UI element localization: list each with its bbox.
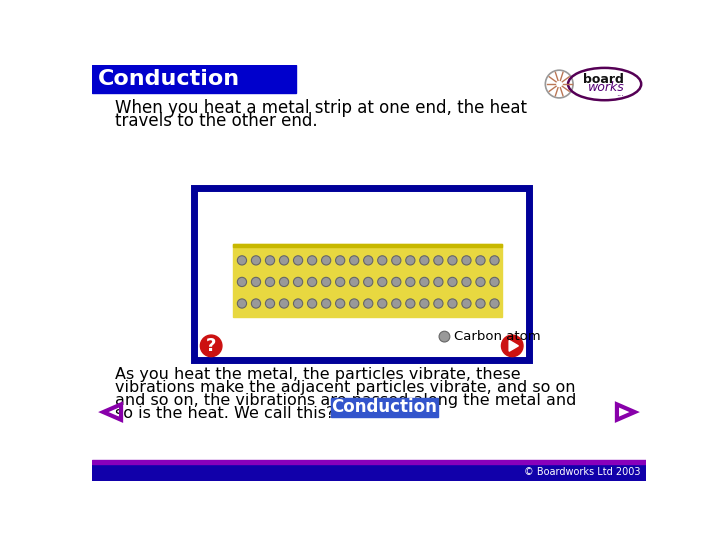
Circle shape (476, 256, 485, 265)
Text: Carbon atom: Carbon atom (454, 330, 540, 343)
Circle shape (251, 256, 261, 265)
Circle shape (364, 256, 373, 265)
Bar (194, 188, 529, 360)
Circle shape (251, 278, 261, 287)
Bar (92, 65, 296, 92)
Text: travels to the other end.: travels to the other end. (115, 112, 318, 130)
Circle shape (238, 299, 246, 308)
Text: When you heat a metal strip at one end, the heat: When you heat a metal strip at one end, … (115, 99, 527, 117)
Circle shape (294, 256, 302, 265)
Circle shape (378, 299, 387, 308)
Circle shape (279, 278, 289, 287)
Circle shape (322, 299, 330, 308)
Circle shape (405, 256, 415, 265)
Circle shape (307, 256, 317, 265)
Circle shape (392, 299, 401, 308)
Text: works: works (588, 82, 624, 94)
Circle shape (433, 278, 443, 287)
Text: vibrations make the adjacent particles vibrate, and so on: vibrations make the adjacent particles v… (115, 380, 575, 395)
Circle shape (322, 256, 330, 265)
Circle shape (266, 278, 274, 287)
Circle shape (490, 299, 499, 308)
Circle shape (433, 299, 443, 308)
Text: so is the heat. We call this?: so is the heat. We call this? (115, 406, 334, 421)
Bar (92, 464, 647, 481)
Circle shape (350, 278, 359, 287)
Circle shape (279, 256, 289, 265)
Circle shape (378, 256, 387, 265)
Bar (194, 188, 529, 360)
Circle shape (336, 256, 345, 265)
Circle shape (392, 256, 401, 265)
Circle shape (266, 256, 274, 265)
Circle shape (448, 256, 457, 265)
Circle shape (364, 299, 373, 308)
Circle shape (307, 278, 317, 287)
Text: Conduction: Conduction (331, 399, 437, 416)
Circle shape (405, 299, 415, 308)
Text: ...: ... (616, 89, 624, 98)
Text: © Boardworks Ltd 2003: © Boardworks Ltd 2003 (523, 467, 640, 477)
Circle shape (439, 331, 450, 342)
Circle shape (307, 299, 317, 308)
Bar (330, 398, 438, 417)
Circle shape (251, 299, 261, 308)
Text: board: board (582, 73, 624, 86)
Circle shape (392, 278, 401, 287)
Bar (233, 244, 503, 247)
Circle shape (350, 299, 359, 308)
Circle shape (501, 335, 523, 356)
Circle shape (336, 299, 345, 308)
Circle shape (238, 278, 246, 287)
Circle shape (448, 278, 457, 287)
Circle shape (405, 278, 415, 287)
Bar (92, 460, 647, 464)
Circle shape (294, 278, 302, 287)
Circle shape (378, 278, 387, 287)
Polygon shape (509, 340, 518, 351)
Text: Conduction: Conduction (98, 69, 240, 89)
Circle shape (490, 256, 499, 265)
Circle shape (279, 299, 289, 308)
Text: As you heat the metal, the particles vibrate, these: As you heat the metal, the particles vib… (115, 367, 521, 382)
Circle shape (420, 278, 429, 287)
Bar (233, 244, 503, 318)
Circle shape (448, 299, 457, 308)
Text: ?: ? (206, 337, 216, 355)
Circle shape (433, 256, 443, 265)
Circle shape (200, 335, 222, 356)
Circle shape (490, 278, 499, 287)
Circle shape (294, 299, 302, 308)
Circle shape (364, 278, 373, 287)
Circle shape (476, 278, 485, 287)
Circle shape (462, 299, 471, 308)
Circle shape (322, 278, 330, 287)
Circle shape (420, 256, 429, 265)
Circle shape (336, 278, 345, 287)
Circle shape (476, 299, 485, 308)
Circle shape (238, 256, 246, 265)
Circle shape (462, 278, 471, 287)
Text: and so on, the vibrations are passed along the metal and: and so on, the vibrations are passed alo… (115, 393, 576, 408)
Circle shape (266, 299, 274, 308)
Circle shape (350, 256, 359, 265)
Circle shape (420, 299, 429, 308)
Circle shape (462, 256, 471, 265)
